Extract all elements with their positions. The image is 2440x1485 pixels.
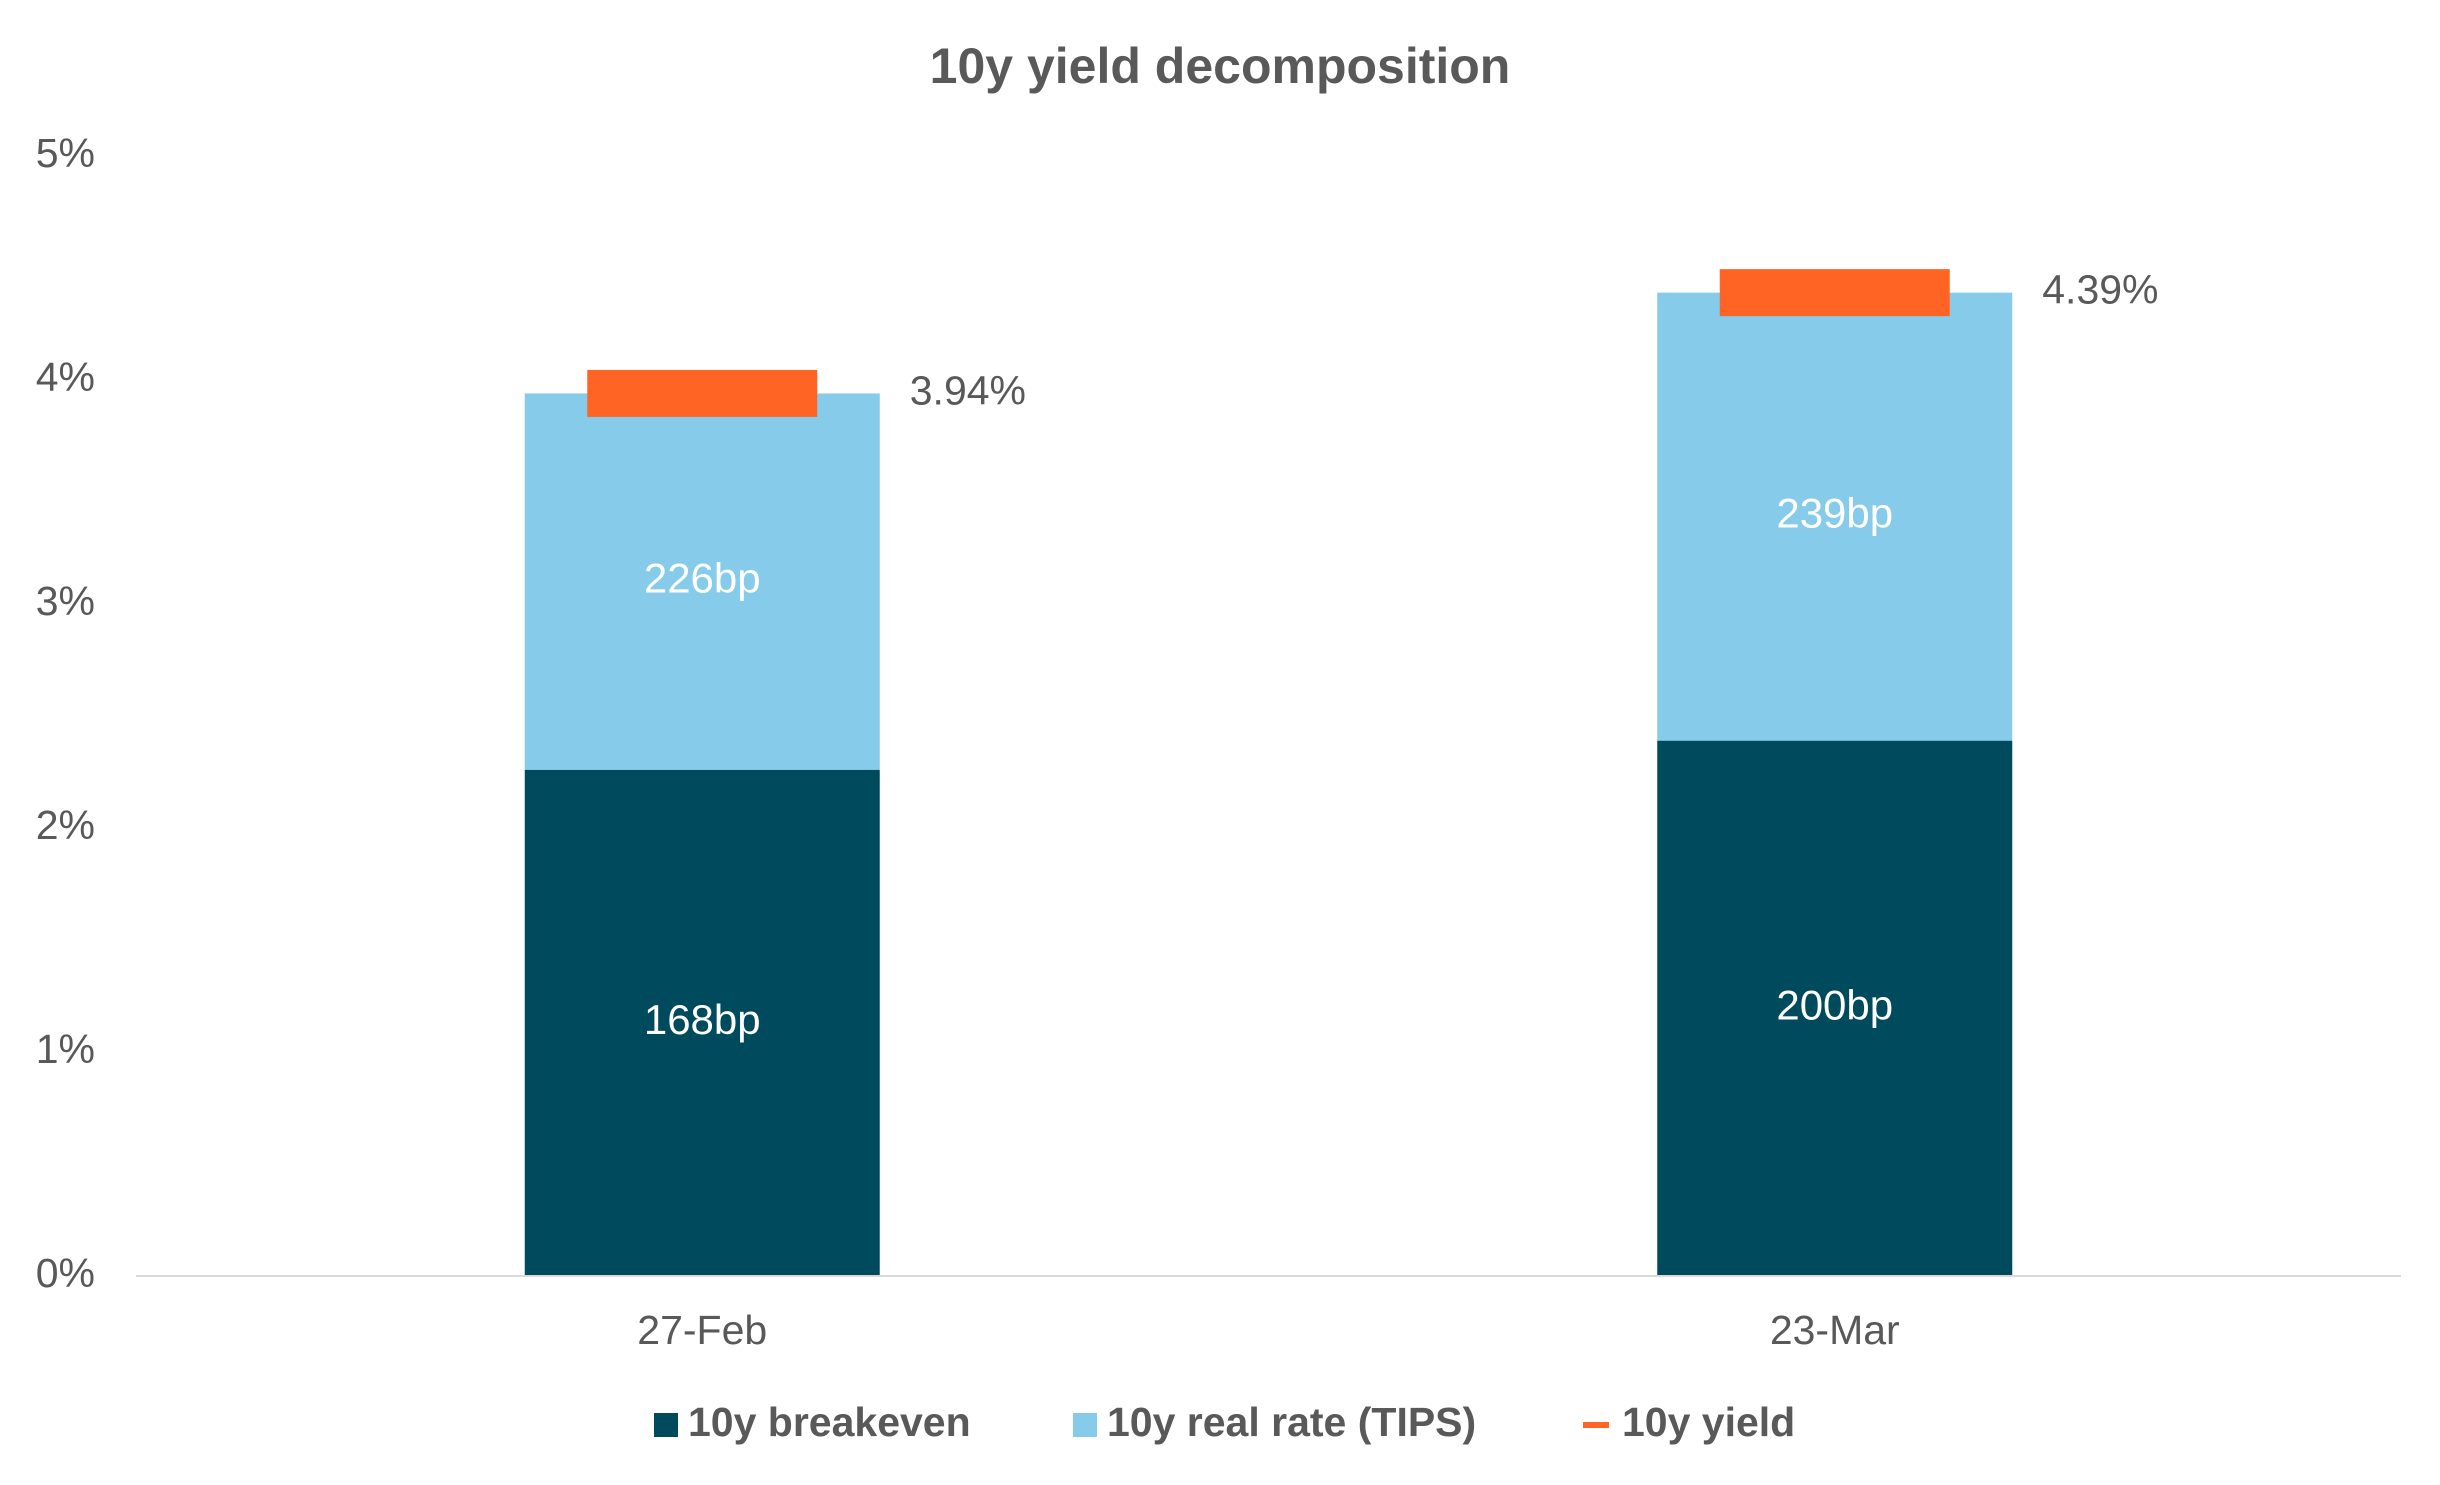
value-label: 3.94% xyxy=(910,367,1026,413)
legend-label: 10y breakeven xyxy=(688,1399,971,1445)
bar-segment xyxy=(524,393,880,770)
segment-label: 168bp xyxy=(644,996,761,1043)
legend-swatch xyxy=(654,1413,678,1437)
y-tick-label: 5% xyxy=(36,130,95,176)
segment-label: 200bp xyxy=(1776,981,1893,1028)
yield-marker xyxy=(1719,269,1950,317)
legend-swatch xyxy=(1583,1422,1609,1428)
yield-marker xyxy=(587,369,818,417)
bar-segment xyxy=(524,769,880,1276)
bar-segment xyxy=(1657,292,2013,741)
bar-segment xyxy=(1657,740,2013,1276)
value-label: 4.39% xyxy=(2042,266,2158,312)
legend-label: 10y yield xyxy=(1622,1399,1795,1445)
legend-label: 10y real rate (TIPS) xyxy=(1107,1399,1476,1445)
x-tick-label: 23-Mar xyxy=(1770,1307,1900,1353)
y-tick-label: 2% xyxy=(36,802,95,848)
segment-label: 239bp xyxy=(1776,490,1893,537)
legend-swatch xyxy=(1073,1413,1097,1437)
y-tick-label: 3% xyxy=(36,578,95,624)
segment-label: 226bp xyxy=(644,555,761,602)
y-tick-label: 4% xyxy=(36,354,95,400)
x-tick-label: 27-Feb xyxy=(637,1307,767,1353)
y-tick-label: 1% xyxy=(36,1026,95,1072)
y-tick-label: 0% xyxy=(36,1250,95,1296)
chart-title: 10y yield decomposition xyxy=(930,38,1511,94)
